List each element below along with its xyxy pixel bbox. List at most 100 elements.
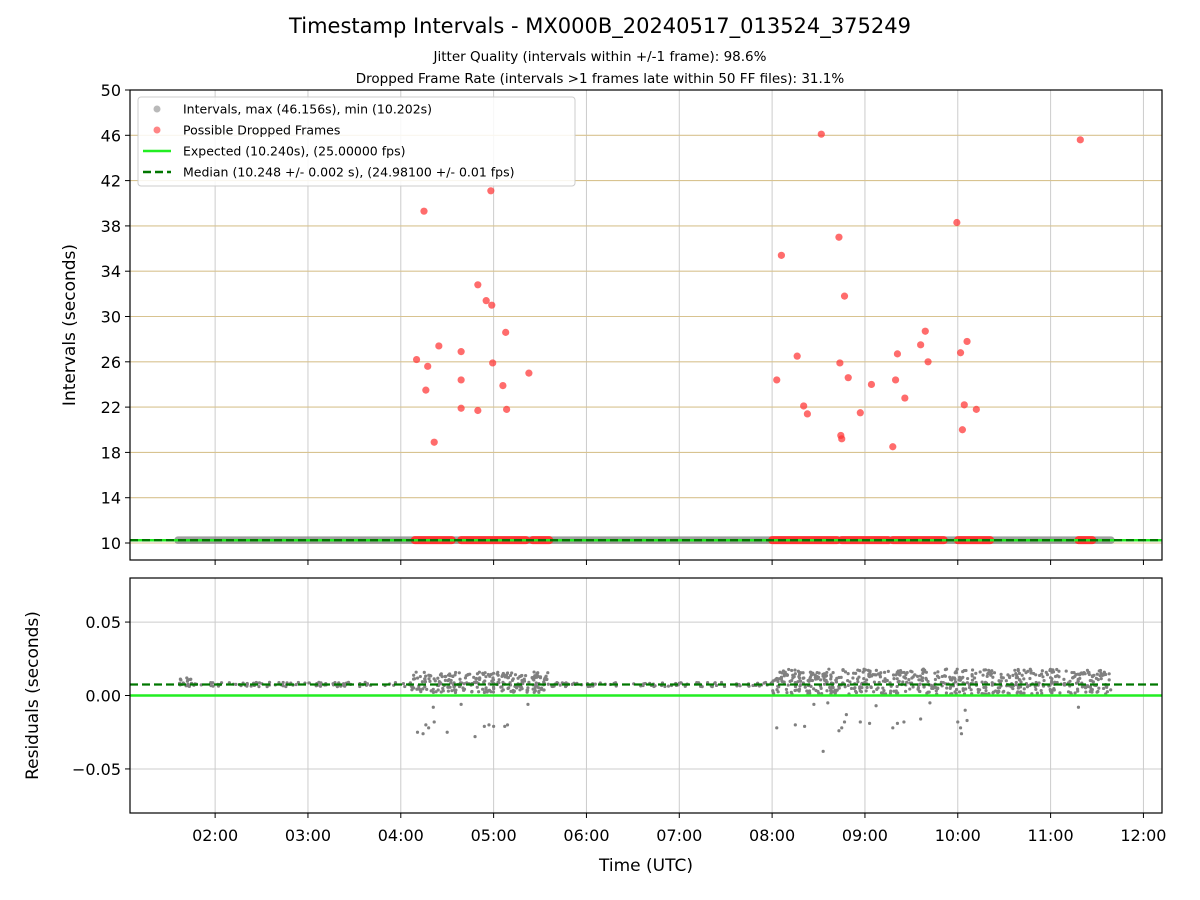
residual-outlier-point [826,701,830,705]
intervals-y-tick-label: 50 [101,81,121,100]
residual-point [801,671,805,675]
residual-point [796,680,800,684]
residual-point [892,676,896,681]
intervals-y-tick-label: 10 [101,534,121,553]
residual-point [1105,690,1110,694]
residual-point [1057,669,1061,673]
residual-outlier-point [963,708,967,712]
residual-point [1086,685,1090,689]
residual-point [982,668,986,672]
residual-point [974,680,978,685]
residual-outlier-point [867,721,872,726]
residual-point [1039,688,1043,693]
residual-point [1071,675,1075,680]
residual-point [1064,669,1068,673]
residual-point [1090,690,1094,694]
residual-point [831,671,835,675]
residual-point [1097,669,1101,673]
residual-point [539,686,544,690]
dropped-frame-point [963,337,971,346]
residuals-y-tick-label: 0.00 [85,687,121,706]
residual-point [771,690,775,695]
residual-outlier-point [959,732,964,736]
residual-point [978,670,982,674]
intervals-y-tick-label: 26 [101,353,121,372]
dropped-frame-point [867,380,876,389]
residual-point [491,671,496,675]
residual-point [875,687,879,691]
residual-point [827,667,831,671]
intervals-y-tick-label: 34 [101,262,121,281]
residual-point [891,673,896,677]
residual-outlier-point [895,721,900,726]
residual-point [886,669,890,673]
dropped-frame-point [924,358,932,366]
residual-point [535,673,539,677]
residual-point [905,670,909,675]
residual-point [996,689,1000,693]
residual-point [1035,691,1039,695]
dropped-frame-point [525,369,533,377]
residual-point [955,667,959,671]
residual-point [512,689,516,693]
residual-point [853,686,857,690]
residual-point [462,687,467,691]
residual-point [831,690,835,694]
dropped-frame-point [457,376,465,384]
residual-point [798,684,802,688]
residual-point [953,680,958,684]
residual-outlier-point [891,726,895,730]
residual-point [492,687,496,691]
dropped-frame-point [844,374,852,382]
intervals-y-tick-label: 46 [101,126,121,145]
residual-point [450,689,454,693]
residual-point [1087,672,1091,677]
residual-point [451,674,455,678]
residual-outlier-point [424,723,428,727]
residual-point [211,681,215,685]
residual-point [1034,680,1038,685]
legend-label-intervals: Intervals, max (46.156s), min (10.202s) [183,102,432,117]
residual-outlier-point [919,717,923,721]
intervals-plot: 10 14 18 22 26 30 34 38 42 46 50 Intervals (second… [60,81,1163,565]
residual-point [1022,677,1026,681]
residual-point [518,684,522,689]
residual-point [918,674,922,678]
residual-point [877,680,881,685]
residual-point [770,680,774,685]
residual-point [829,677,833,681]
residual-point [843,685,847,689]
residual-point [793,672,797,676]
residual-point [1028,676,1032,681]
time-x-tick-label: 12:00 [1120,826,1166,845]
intervals-plot-frame [129,89,1163,561]
residual-point [905,680,909,684]
residual-point [834,689,838,693]
residual-point [443,678,448,683]
dropped-frame-point [420,207,428,215]
residual-point [819,686,823,690]
residual-outlier-point [928,701,932,705]
residual-point [482,690,487,695]
residual-point [911,685,915,689]
dropped-frame-point [457,348,465,356]
residual-point [889,689,893,693]
residual-point [1016,686,1020,690]
residual-point [991,691,995,695]
residual-point [538,675,543,679]
residual-outlier-point [505,723,510,727]
dropped-frame-point [502,328,510,336]
residual-point [1017,671,1022,675]
residual-point [1045,673,1050,677]
residual-point [812,687,816,691]
residual-point [491,690,495,694]
residual-point [991,675,995,679]
residual-point [543,676,547,680]
residual-point [1048,687,1052,692]
residual-point [537,686,541,690]
residual-point [1095,672,1099,676]
residual-point [1078,676,1082,681]
residual-point [790,668,794,673]
residual-point [524,674,528,678]
residual-point [970,678,975,682]
